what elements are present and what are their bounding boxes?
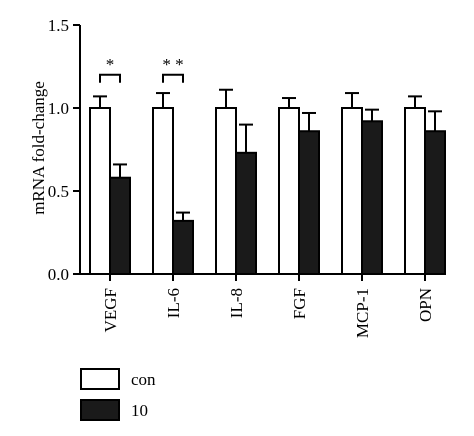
legend: con 10	[80, 368, 156, 421]
bar-10-FGF	[298, 130, 320, 275]
bar-con-FGF	[278, 107, 300, 275]
x-axis: VEGF IL-6 IL-8 FGF MCP-1 OPN	[79, 273, 442, 338]
bar-con-IL-8	[215, 107, 237, 275]
x-tick-label: MCP-1	[353, 288, 372, 338]
y-tick-label: 1.0	[48, 99, 69, 118]
significance-bracket	[162, 73, 184, 83]
legend-swatch-con	[80, 368, 120, 390]
y-tick-label: 0.5	[48, 182, 69, 201]
bar-10-VEGF	[109, 176, 131, 275]
bars	[89, 88, 446, 276]
bar-con-IL-6	[152, 107, 174, 275]
bar-con-MCP-1	[341, 107, 363, 275]
legend-label-con: con	[131, 370, 156, 389]
x-tick-label: FGF	[290, 288, 309, 319]
bar-10-MCP-1	[361, 120, 383, 275]
x-tick-label: IL-8	[227, 288, 246, 318]
y-tick-label: 1.5	[48, 16, 69, 35]
legend-label-10: 10	[131, 401, 148, 420]
bar-10-IL-6	[172, 219, 194, 276]
significance-bracket	[99, 73, 121, 83]
significance-marks: * * *	[99, 55, 184, 83]
legend-swatch-10	[80, 399, 120, 421]
bar-10-OPN	[424, 130, 446, 275]
bar-con-OPN	[404, 107, 426, 275]
significance-label: * *	[162, 55, 183, 74]
x-tick-label: VEGF	[101, 288, 120, 332]
x-tick-label: OPN	[416, 288, 435, 322]
x-tick-label: IL-6	[164, 288, 183, 318]
bar-con-VEGF	[89, 107, 111, 275]
bar-10-IL-8	[235, 151, 257, 276]
y-axis: 0.0 0.5 1.0 1.5	[48, 16, 81, 284]
significance-label: *	[106, 55, 115, 74]
y-axis-label: mRNA fold-change	[29, 81, 48, 215]
y-tick-label: 0.0	[48, 265, 69, 284]
